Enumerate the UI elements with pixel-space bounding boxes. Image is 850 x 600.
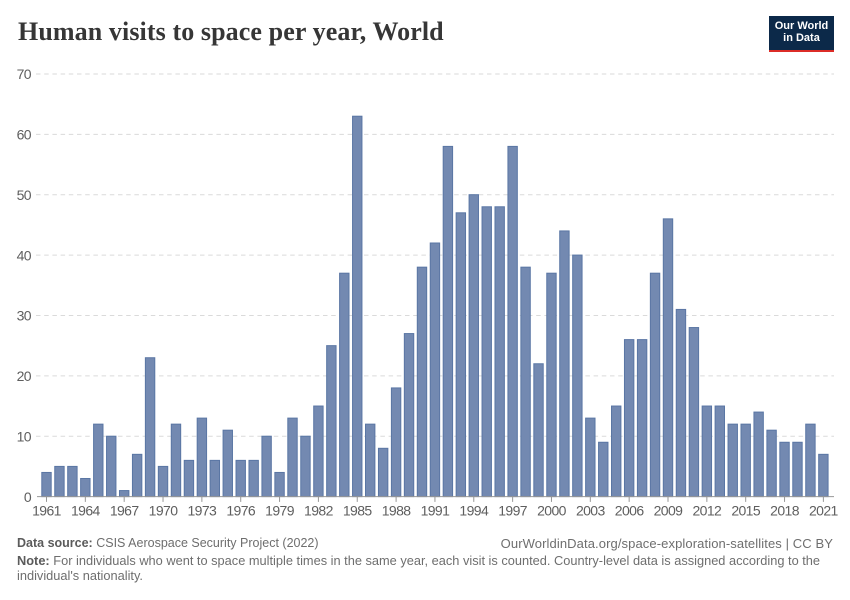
svg-text:1961: 1961 bbox=[32, 503, 62, 519]
svg-text:1973: 1973 bbox=[188, 503, 218, 519]
svg-text:40: 40 bbox=[17, 247, 32, 263]
svg-text:0: 0 bbox=[24, 489, 32, 505]
svg-text:1967: 1967 bbox=[110, 503, 140, 519]
svg-text:20: 20 bbox=[17, 368, 32, 384]
svg-text:2012: 2012 bbox=[692, 503, 722, 519]
svg-text:50: 50 bbox=[17, 187, 32, 203]
svg-text:1964: 1964 bbox=[71, 503, 101, 519]
svg-text:1994: 1994 bbox=[459, 503, 489, 519]
svg-text:2015: 2015 bbox=[731, 503, 761, 519]
svg-text:70: 70 bbox=[17, 66, 32, 82]
svg-text:1997: 1997 bbox=[498, 503, 528, 519]
svg-text:1970: 1970 bbox=[149, 503, 179, 519]
svg-text:1979: 1979 bbox=[265, 503, 295, 519]
svg-text:2000: 2000 bbox=[537, 503, 567, 519]
svg-text:2018: 2018 bbox=[770, 503, 800, 519]
svg-text:10: 10 bbox=[17, 428, 32, 444]
svg-text:2021: 2021 bbox=[809, 503, 839, 519]
svg-text:1976: 1976 bbox=[226, 503, 256, 519]
svg-text:1985: 1985 bbox=[343, 503, 373, 519]
svg-text:30: 30 bbox=[17, 308, 32, 324]
svg-text:1991: 1991 bbox=[421, 503, 451, 519]
svg-text:2003: 2003 bbox=[576, 503, 606, 519]
svg-text:1988: 1988 bbox=[382, 503, 412, 519]
svg-text:2006: 2006 bbox=[615, 503, 645, 519]
svg-text:60: 60 bbox=[17, 127, 32, 143]
svg-text:2009: 2009 bbox=[654, 503, 684, 519]
svg-text:1982: 1982 bbox=[304, 503, 334, 519]
